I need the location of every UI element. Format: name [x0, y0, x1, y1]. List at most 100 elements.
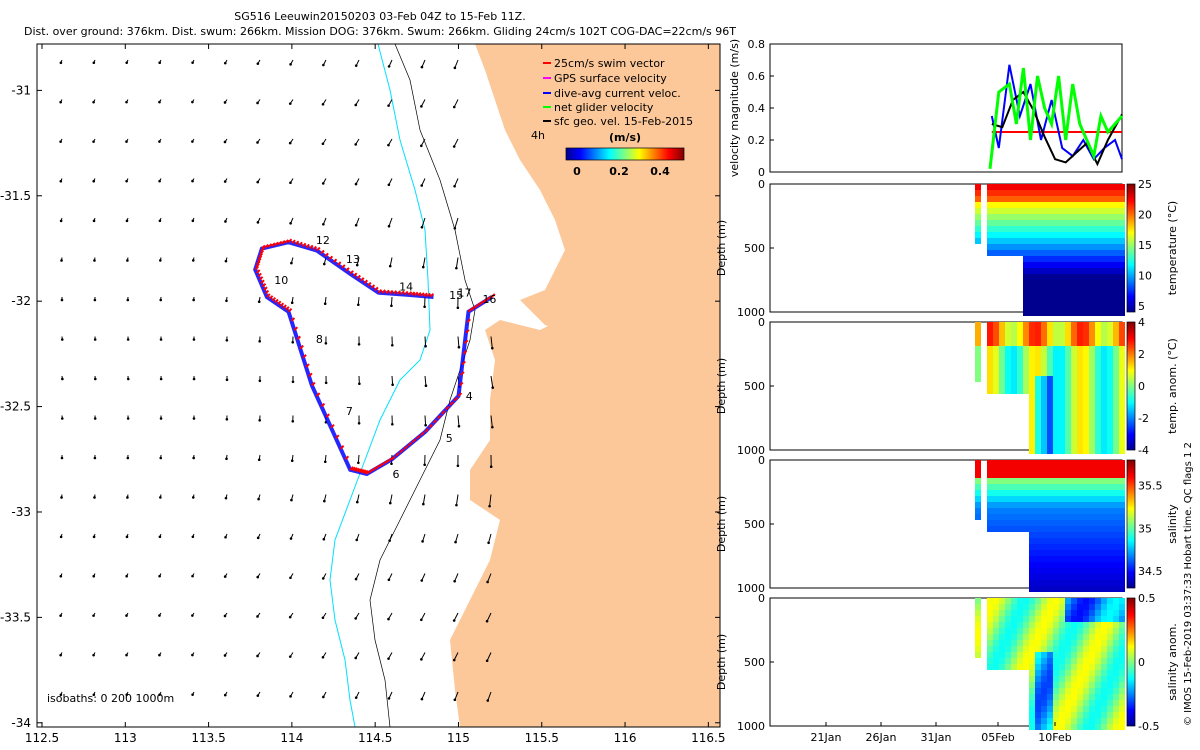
section-cell [1101, 706, 1107, 712]
section-ylabel-temp: Depth (m) [715, 220, 728, 276]
section-cell [987, 376, 993, 382]
section-cell [1035, 238, 1041, 244]
section-cell [1089, 652, 1095, 658]
section-cell [1071, 340, 1077, 346]
velocity-arrow-head [420, 618, 423, 622]
section-cell [1035, 676, 1041, 682]
section-cell [1083, 328, 1089, 334]
section-cell [1029, 604, 1035, 610]
section-cell [1077, 238, 1083, 244]
section-cell [1041, 676, 1047, 682]
velocity-arrow [455, 533, 459, 543]
velocity-arrow-head [357, 461, 360, 465]
velocity-arrow [487, 573, 492, 583]
section-cell [1041, 694, 1047, 700]
section-cell [1107, 436, 1113, 442]
section-cell [1113, 676, 1119, 682]
section-cell [1107, 310, 1113, 316]
swim-vector [392, 290, 398, 295]
section-cell [1041, 226, 1047, 232]
section-cell [1059, 418, 1065, 424]
section-cell [1041, 298, 1047, 304]
swim-vector [417, 291, 422, 297]
isobath-label: isobaths: 0 200 1000m [47, 692, 174, 705]
velocity-ytick-label: 0.2 [748, 134, 766, 147]
section-cell [1023, 238, 1029, 244]
section-cell [1071, 394, 1077, 400]
section-cell [1071, 682, 1077, 688]
section-cell [1005, 214, 1011, 220]
section-cell [999, 640, 1005, 646]
section-cell [1119, 370, 1125, 376]
velocity-arrow [422, 494, 426, 505]
velocity-arrow-head [485, 619, 489, 623]
section-cell [987, 232, 993, 238]
section-cell [1065, 328, 1071, 334]
section-cell [1113, 688, 1119, 694]
velocity-ytick-label: 0 [758, 166, 765, 179]
section-cell [1083, 304, 1089, 310]
section-cell [1119, 418, 1125, 424]
section-cell [1035, 514, 1041, 520]
section-cell [1107, 544, 1113, 550]
section-cell [1065, 418, 1071, 424]
section-cell [1077, 214, 1083, 220]
colorbar-tick-temp: 25 [1138, 178, 1152, 191]
section-cell [1089, 190, 1095, 196]
section-cell [987, 334, 993, 340]
section-cell [1119, 616, 1125, 622]
section-cell [1089, 412, 1095, 418]
section-cell [1113, 526, 1119, 532]
section-cell [993, 388, 999, 394]
section-cell [1041, 550, 1047, 556]
section-cell [1047, 448, 1053, 454]
velocity-arrow-head [291, 380, 295, 384]
section-cell [1071, 502, 1077, 508]
section-cell [1107, 718, 1113, 724]
section-cell [1059, 484, 1065, 490]
section-cell [1029, 358, 1035, 364]
section-cell [1005, 370, 1011, 376]
section-cell [1029, 394, 1035, 400]
velocity-arrow-head [125, 693, 129, 697]
section-cell [1077, 472, 1083, 478]
section-cell [975, 226, 981, 232]
section-cell [1011, 334, 1017, 340]
velocity-arrow-head [453, 579, 456, 583]
section-cell [1059, 382, 1065, 388]
section-cell [993, 478, 999, 484]
section-cell [1083, 388, 1089, 394]
section-cell [987, 640, 993, 646]
section-cell [1059, 406, 1065, 412]
swim-vector [399, 448, 404, 454]
section-cell [1053, 298, 1059, 304]
velocity-arrow-head [93, 338, 97, 341]
section-cell [1011, 322, 1017, 328]
section-cell [1101, 232, 1107, 238]
swim-vector [464, 339, 469, 345]
section-cell [1089, 520, 1095, 526]
colorbar-tick-tanom: 0 [1138, 380, 1145, 393]
velocity-arrow-head [258, 379, 262, 383]
section-cell [1101, 652, 1107, 658]
section-cell [1059, 568, 1065, 574]
section-cell [1107, 364, 1113, 370]
section-cell [1107, 640, 1113, 646]
section-cell [1011, 646, 1017, 652]
section-cell [1083, 556, 1089, 562]
section-cell [1041, 664, 1047, 670]
section-cell [1113, 466, 1119, 472]
section-cell [1029, 640, 1035, 646]
section-cell [1113, 634, 1119, 640]
waypoint-label-4: 4 [466, 390, 473, 403]
section-cell [1053, 676, 1059, 682]
section-cell [975, 622, 981, 628]
section-cell [1059, 490, 1065, 496]
velocity-arrow-head [191, 259, 195, 262]
section-cell [1023, 478, 1029, 484]
velocity-arrow-head [92, 219, 96, 223]
section-cell [1113, 370, 1119, 376]
section-cell [1041, 532, 1047, 538]
section-cell [1059, 322, 1065, 328]
